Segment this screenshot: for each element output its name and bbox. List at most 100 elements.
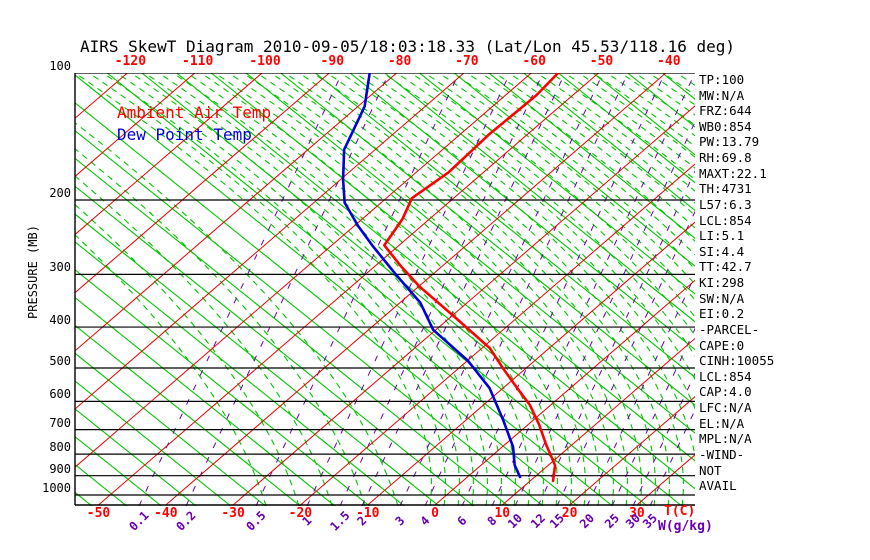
top-temp-tick-label: -60 xyxy=(522,54,546,69)
bottom-temp-tick-label: -30 xyxy=(221,506,245,521)
stat-item: MAXT:22.1 xyxy=(699,165,767,181)
stat-item: WB0:854 xyxy=(699,118,752,134)
moist-adiabat-line xyxy=(116,73,474,506)
moist-adiabat-line xyxy=(102,73,460,506)
stat-item: EL:N/A xyxy=(699,415,745,431)
dry-adiabat-line xyxy=(141,73,683,506)
dry-adiabat-line xyxy=(523,73,695,212)
legend-dew-point-temp: Dew Point Temp xyxy=(117,125,252,144)
isotherm-line xyxy=(75,73,532,468)
moist-adiabat-line xyxy=(354,73,695,411)
moist-adiabat-line xyxy=(75,73,432,506)
pressure-tick-label: 300 xyxy=(49,260,71,275)
stat-item: RH:69.8 xyxy=(699,150,752,166)
isotherm-line xyxy=(501,337,695,506)
moist-adiabat-line xyxy=(340,73,695,461)
top-temp-tick-label: -90 xyxy=(320,54,345,69)
stat-item: AVAIL xyxy=(699,478,737,494)
dry-adiabat-line xyxy=(557,73,695,184)
moist-adiabat-line xyxy=(775,73,870,506)
dry-adiabat-line xyxy=(315,73,695,379)
moist-adiabat-line xyxy=(200,73,558,506)
moist-adiabat-line xyxy=(270,73,628,506)
isotherm-line xyxy=(98,73,599,506)
isotherm-line xyxy=(75,73,330,294)
moist-adiabat-line xyxy=(130,73,488,506)
top-temp-tick-label: -80 xyxy=(387,54,412,69)
ambient-air-temp-curve xyxy=(382,73,560,483)
stat-item: LFC:N/A xyxy=(699,400,752,416)
moist-adiabat-line xyxy=(761,73,870,506)
dry-adiabat-line xyxy=(280,73,695,406)
dry-adiabat-line xyxy=(75,185,475,506)
moist-adiabat-line xyxy=(452,73,695,270)
dry-adiabat-line xyxy=(75,213,440,506)
dry-adiabat-line xyxy=(176,73,695,490)
moist-adiabat-line xyxy=(75,203,300,506)
moist-adiabat-line xyxy=(186,73,544,506)
stat-item: LCL:854 xyxy=(699,212,752,228)
stat-item: EI:0.2 xyxy=(699,306,745,322)
top-temp-tick-label: -110 xyxy=(182,54,214,69)
moist-adiabat-line xyxy=(466,73,695,256)
temp-unit-label: T(C) xyxy=(664,504,696,519)
pressure-tick-label: 500 xyxy=(49,353,71,368)
moist-adiabat-line xyxy=(312,73,670,506)
moist-adiabat-line xyxy=(75,148,366,506)
plot-area xyxy=(75,73,870,506)
moist-adiabat-line xyxy=(438,73,695,285)
pressure-tick-label: 1000 xyxy=(42,481,71,495)
moist-adiabat-line xyxy=(298,73,656,506)
isotherm-line xyxy=(434,279,695,506)
dry-adiabat-line xyxy=(75,74,613,506)
bottom-temp-tick-label: 0 xyxy=(431,506,439,521)
stat-item: TP:100 xyxy=(699,72,745,87)
dry-adiabat-line xyxy=(75,352,266,506)
isotherm-line xyxy=(75,73,196,178)
mixing-ratio-line xyxy=(491,73,695,506)
moist-adiabat-line xyxy=(578,73,695,158)
pressure-tick-label: 100 xyxy=(49,59,71,73)
isotherm-line xyxy=(367,221,695,506)
stat-item: MPL:N/A xyxy=(699,431,752,447)
top-temp-tick-label: -40 xyxy=(657,54,681,69)
bottom-temp-tick-label: 20 xyxy=(561,506,578,521)
stat-item: CAPE:0 xyxy=(699,337,745,353)
dry-adiabat-line xyxy=(662,73,695,100)
isotherm-line xyxy=(300,163,695,506)
moist-adiabat-line xyxy=(396,73,695,337)
bottom-temp-tick-label: -10 xyxy=(355,506,380,521)
dry-adiabat-line xyxy=(349,73,695,351)
dry-adiabat-line xyxy=(210,73,695,462)
moist-adiabat-line xyxy=(747,73,870,506)
moist-adiabat-line xyxy=(424,73,695,301)
moist-adiabat-line xyxy=(242,73,600,506)
page-title: AIRS SkewT Diagram 2010-09-05/18:03:18.3… xyxy=(80,37,736,56)
dry-adiabat-line xyxy=(75,324,301,506)
moist-adiabat-line xyxy=(592,73,695,148)
pressure-tick-label: 600 xyxy=(49,387,71,402)
isotherm-line xyxy=(569,395,695,506)
bottom-temp-tick-label: -50 xyxy=(86,506,111,521)
moist-adiabat-line xyxy=(550,73,695,181)
pressure-tick-label: 200 xyxy=(49,186,71,201)
moist-adiabat-line xyxy=(75,234,267,506)
stat-item: -PARCEL- xyxy=(699,321,760,337)
stat-item: CINH:10055 xyxy=(699,353,775,369)
dry-adiabat-line xyxy=(75,380,232,506)
bottom-temp-tick-label: -20 xyxy=(288,506,313,521)
stat-item: LCL:854 xyxy=(699,368,752,384)
bottom-temp-tick-label: 30 xyxy=(629,506,645,521)
dew-point-curve xyxy=(341,73,522,479)
bottom-temp-tick-label: -40 xyxy=(154,506,178,521)
dry-adiabat-line xyxy=(75,241,405,506)
mixing-unit-label: W(g/kg) xyxy=(658,519,713,534)
moist-adiabat-line xyxy=(410,73,695,318)
dry-adiabat-line xyxy=(384,73,695,323)
stat-item: CAP:4.0 xyxy=(699,384,752,400)
moist-adiabat-line xyxy=(536,73,695,192)
stat-item: TT:42.7 xyxy=(699,259,752,275)
moist-adiabat-line xyxy=(648,73,695,106)
moist-adiabat-line xyxy=(172,73,530,506)
